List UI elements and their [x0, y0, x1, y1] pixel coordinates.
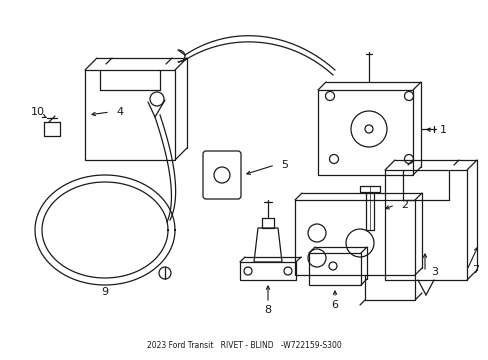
Text: 5: 5 — [281, 160, 288, 170]
Text: 4: 4 — [116, 107, 123, 117]
Text: 9: 9 — [101, 287, 108, 297]
Text: 3: 3 — [430, 267, 438, 277]
Text: 2: 2 — [401, 200, 408, 210]
Text: 1: 1 — [439, 125, 446, 135]
Text: 2023 Ford Transit   RIVET - BLIND   -W722159-S300: 2023 Ford Transit RIVET - BLIND -W722159… — [146, 341, 341, 350]
Text: 10: 10 — [31, 107, 45, 117]
Text: 6: 6 — [331, 300, 338, 310]
Text: 8: 8 — [264, 305, 271, 315]
Text: 7: 7 — [471, 265, 479, 275]
